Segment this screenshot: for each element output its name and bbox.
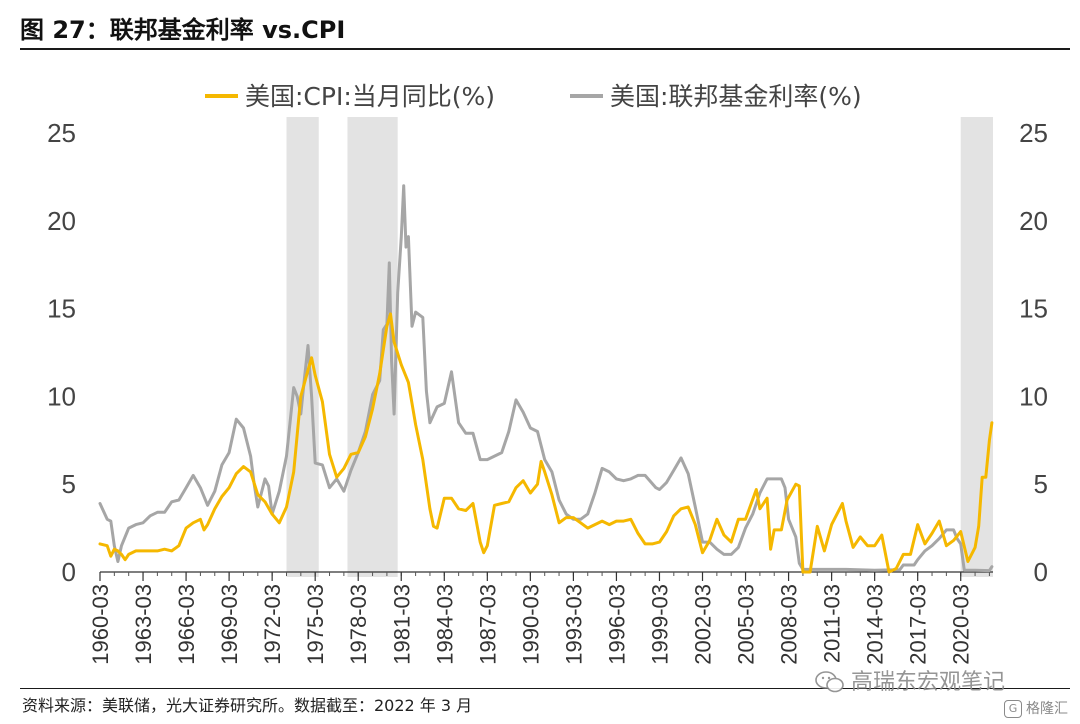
x-tick-label: 2011-03 xyxy=(820,584,845,663)
shaded-period-3 xyxy=(960,117,993,577)
y-axis-left: 0 5 10 15 20 25 xyxy=(47,118,76,587)
stamp: G 格隆汇 xyxy=(1004,698,1068,718)
x-tick-label: 1969-03 xyxy=(217,584,242,665)
chart-canvas: 美国:CPI:当月同比(%) 美国:联邦基金利率(%) 0 5 10 15 20 25 0 5… xyxy=(47,82,1048,665)
x-axis: 1960-03 1963-03 1966-03 1969-03 1972-03 1975-… xyxy=(88,571,993,665)
shaded-period-1 xyxy=(286,117,319,577)
legend-label-2: 美国:联邦基金利率(%) xyxy=(610,82,862,111)
series-line-2 xyxy=(98,184,994,573)
watermark: 高瑞东宏观笔记 xyxy=(815,664,1005,696)
x-tick-label: 1975-03 xyxy=(303,584,328,665)
y-axis-right: 0 5 10 15 20 25 xyxy=(1019,118,1048,587)
x-tick-label: 1990-03 xyxy=(518,584,543,665)
x-tick-label: 1984-03 xyxy=(432,584,457,665)
x-tick-label: 1993-03 xyxy=(561,584,586,665)
title-divider xyxy=(20,48,1070,50)
x-tick-label: 1972-03 xyxy=(260,584,285,665)
stamp-text: 格隆汇 xyxy=(1026,701,1068,717)
x-tick-label: 1960-03 xyxy=(88,584,113,665)
wechat-icon xyxy=(815,671,844,693)
x-tick-label: 1978-03 xyxy=(346,584,371,665)
source-note: 资料来源：美联储，光大证券研究所。数据截至：2022 年 3 月 xyxy=(22,696,473,715)
y-tick-label-right: 25 xyxy=(1019,118,1048,148)
shaded-period-2 xyxy=(347,117,398,577)
y-tick-label-right: 0 xyxy=(1034,557,1048,587)
y-tick-label-left: 10 xyxy=(47,381,76,411)
x-tick-label: 2020-03 xyxy=(949,584,974,665)
x-tick-label: 1966-03 xyxy=(174,584,199,665)
shaded-periods xyxy=(286,117,993,577)
x-tick-label: 1963-03 xyxy=(131,584,156,665)
x-tick-label: 2008-03 xyxy=(777,584,802,665)
x-tick-label: 2014-03 xyxy=(863,584,888,665)
page-title: 图 27：联邦基金利率 vs.CPI xyxy=(20,16,346,44)
chart-legend: 美国:CPI:当月同比(%) 美国:联邦基金利率(%) xyxy=(205,82,862,111)
footer-divider xyxy=(20,688,1070,689)
y-tick-label-right: 20 xyxy=(1019,206,1048,236)
x-tick-label: 2005-03 xyxy=(734,584,759,665)
x-tick-label: 1987-03 xyxy=(475,584,500,665)
legend-label-1: 美国:CPI:当月同比(%) xyxy=(245,82,495,111)
x-tick-label: 1996-03 xyxy=(604,584,629,665)
y-tick-label-left: 25 xyxy=(47,118,76,148)
y-tick-label-right: 15 xyxy=(1019,294,1048,324)
y-tick-label-left: 20 xyxy=(47,206,76,236)
x-tick-label: 1981-03 xyxy=(389,584,414,665)
series-line-1 xyxy=(98,312,994,574)
stamp-logo-icon: G xyxy=(1004,700,1022,718)
x-tick-label: 2017-03 xyxy=(906,584,931,665)
series-lines xyxy=(98,184,994,574)
y-tick-label-right: 10 xyxy=(1019,381,1048,411)
y-tick-label-left: 0 xyxy=(62,557,76,587)
x-tick-label: 2002-03 xyxy=(691,584,716,665)
y-tick-label-left: 15 xyxy=(47,294,76,324)
y-tick-label-right: 5 xyxy=(1034,469,1048,499)
y-tick-label-left: 5 xyxy=(62,469,76,499)
x-tick-label: 1999-03 xyxy=(647,584,672,665)
watermark-text: 高瑞东宏观笔记 xyxy=(851,670,1006,695)
